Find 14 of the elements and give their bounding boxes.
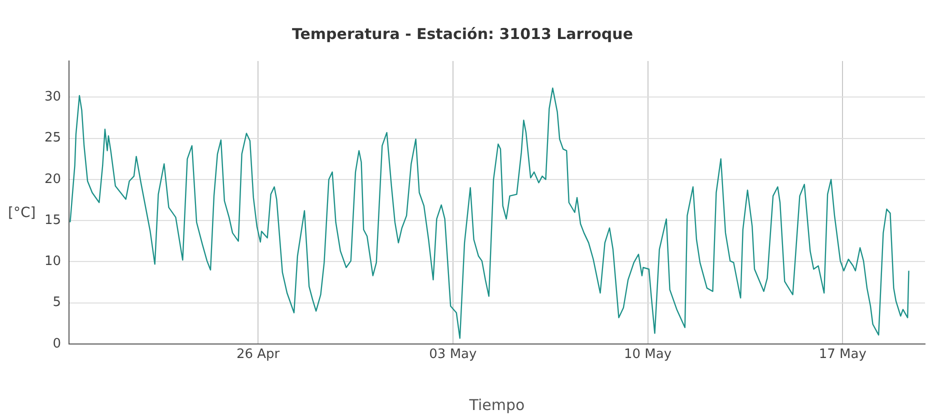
chart-title: Temperatura - Estación: 31013 Larroque [292, 24, 633, 43]
y-axis-title: [°C] [8, 205, 36, 221]
x-axis-title: Tiempo [468, 396, 525, 414]
y-tick-label: 15 [44, 212, 61, 228]
y-tick-label: 20 [44, 172, 61, 187]
y-tick-label: 30 [44, 90, 61, 105]
x-tick-label: 17 May [818, 347, 867, 362]
y-tick-label: 0 [52, 336, 61, 352]
x-tick-label: 03 May [429, 347, 477, 362]
x-tick-label: 26 Apr [236, 347, 280, 362]
y-tick-label: 10 [44, 254, 61, 270]
y-tick-label: 5 [52, 295, 61, 310]
y-tick-label: 25 [44, 130, 61, 146]
x-tick-label: 10 May [624, 347, 672, 362]
